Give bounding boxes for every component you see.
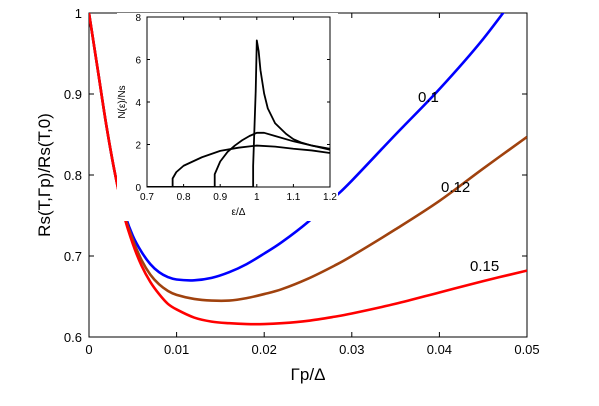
x-tick-label: 0 xyxy=(85,342,92,357)
y-tick-label: 1 xyxy=(75,6,82,21)
inset-y-tick-label: 0 xyxy=(135,183,141,194)
curve-label-0-15: 0.15 xyxy=(470,258,499,275)
inset-x-tick-label: 1 xyxy=(254,192,260,203)
x-tick-label: 0.03 xyxy=(339,342,364,357)
inset-background xyxy=(117,13,338,221)
curve-label-0-12: 0.12 xyxy=(441,179,470,196)
x-tick-label: 0.02 xyxy=(252,342,277,357)
x-tick-label: 0.05 xyxy=(514,342,539,357)
inset-plot: 0.7 0.8 0.9 1 1.1 1.2 0 2 4 6 8 ε/Δ N(ε)/Ns xyxy=(117,13,338,221)
inset-y-axis-label: N(ε)/Ns xyxy=(117,85,128,118)
inset-x-tick-label: 0.9 xyxy=(213,192,227,203)
inset-x-tick-label: 0.8 xyxy=(177,192,191,203)
inset-x-axis-label: ε/Δ xyxy=(232,207,246,218)
y-tick-label: 0.9 xyxy=(64,87,82,102)
inset-x-tick-label: 0.7 xyxy=(140,192,154,203)
y-tick-label: 0.8 xyxy=(64,168,82,183)
inset-series-line-3 xyxy=(147,144,330,187)
inset-series-line-1 xyxy=(147,39,330,187)
y-axis-label: Rs(T,Γp)/Rs(T,0) xyxy=(35,113,54,237)
x-tick-label: 0.01 xyxy=(164,342,189,357)
inset-y-tick-label: 4 xyxy=(135,98,141,109)
inset-series-line-2 xyxy=(147,131,330,187)
inset-y-tick-label: 2 xyxy=(135,141,141,152)
curve-label-0-1: 0.1 xyxy=(418,89,439,106)
inset-y-tick-label: 8 xyxy=(135,13,141,24)
y-tick-label: 0.6 xyxy=(64,330,82,345)
inset-x-tick-label: 1.1 xyxy=(286,192,300,203)
inset-y-tick-label: 6 xyxy=(135,56,141,67)
x-axis-label: Γp/Δ xyxy=(291,365,326,384)
inset-x-tick-label: 1.2 xyxy=(323,192,337,203)
y-tick-label: 0.7 xyxy=(64,249,82,264)
x-tick-label: 0.04 xyxy=(427,342,452,357)
